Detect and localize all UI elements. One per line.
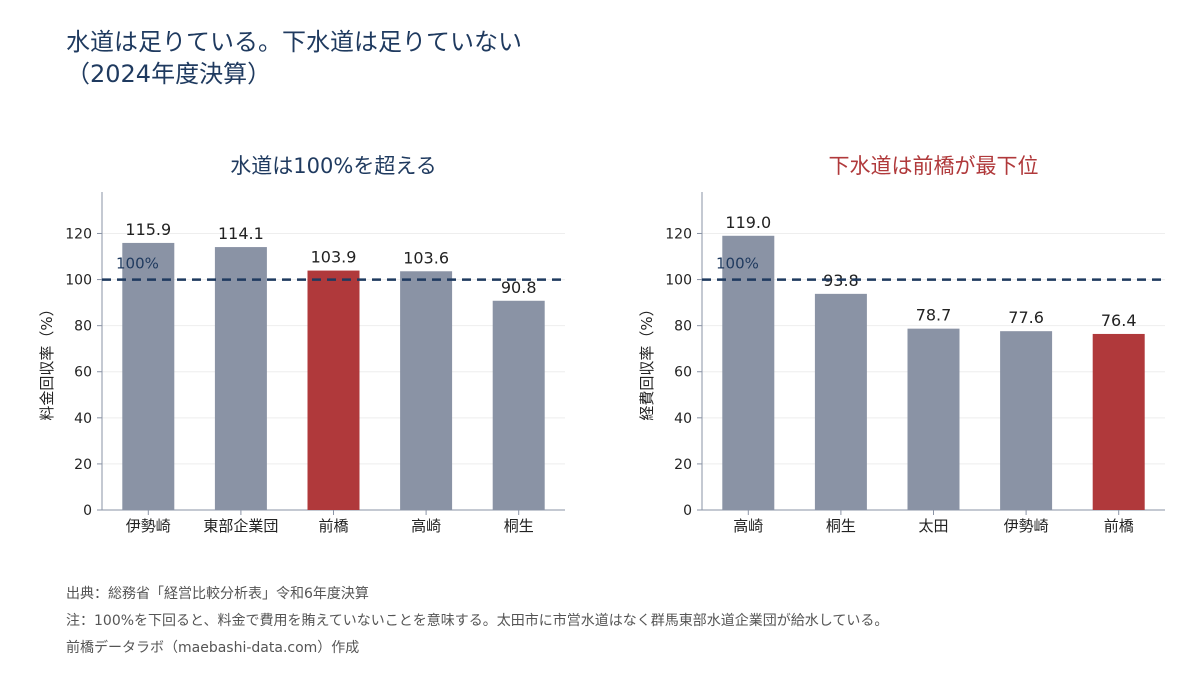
y-tick-label: 60 (674, 365, 692, 381)
explanatory-note: 注：100%を下回ると、料金で費用を賄えていないことを意味する。太田市に市営水道… (66, 613, 889, 629)
y-tick-label: 100 (665, 273, 692, 289)
y-tick-label: 100 (65, 273, 92, 289)
bar-太田 (907, 328, 960, 510)
bar-桐生 (492, 300, 545, 510)
data-label: 103.6 (403, 248, 449, 267)
x-tick-label: 東部企業団 (203, 517, 278, 535)
charts-area: 水道は100%を超える 0 20 40 60 80 100 120 料金回収率（%） 115.9 伊… (38, 154, 1165, 535)
x-tick-label: 前橋 (1104, 517, 1134, 535)
x-tick-label: 桐生 (504, 517, 534, 535)
reference-line-label: 100% (716, 255, 759, 273)
data-label: 76.4 (1101, 311, 1137, 330)
data-label: 77.6 (1008, 308, 1044, 327)
data-label: 119.0 (725, 213, 771, 232)
data-label: 78.7 (916, 306, 952, 325)
x-tick-label: 高崎 (733, 517, 763, 535)
y-tick-label: 0 (683, 503, 692, 519)
data-label: 90.8 (501, 278, 537, 297)
bar-高崎 (722, 235, 775, 511)
bar-桐生 (814, 293, 867, 510)
y-tick-label: 20 (74, 457, 92, 473)
panel-title-2: 下水道は前橋が最下位 (829, 154, 1039, 178)
panel-title-1: 水道は100%を超える (230, 154, 436, 178)
x-tick-label: 前橋 (318, 517, 348, 535)
credit-note: 前橋データラボ（maebashi-data.com）作成 (66, 640, 360, 656)
y-axis-label: 経費回収率（%） (638, 301, 656, 420)
bar-前橋 (307, 270, 360, 510)
data-label: 115.9 (125, 220, 171, 239)
y-tick-label: 0 (83, 503, 92, 519)
bar-東部企業団 (214, 247, 267, 510)
y-axis-label: 料金回収率（%） (38, 301, 56, 420)
bar-伊勢崎 (1000, 331, 1053, 510)
x-tick-label: 伊勢崎 (126, 517, 171, 535)
y-tick-label: 40 (74, 411, 92, 427)
y-tick-label: 60 (74, 365, 92, 381)
bar-前橋 (1092, 333, 1145, 510)
source-note: 出典：総務省「経営比較分析表」令和6年度決算 (66, 586, 369, 602)
y-tick-label: 80 (674, 319, 692, 335)
page-title: 水道は足りている。下水道は足りていない （2024年度決算） (66, 28, 522, 88)
y-tick-label: 40 (674, 411, 692, 427)
y-tick-label: 120 (65, 226, 92, 242)
data-label: 103.9 (311, 248, 357, 267)
x-tick-label: 伊勢崎 (1004, 517, 1049, 535)
x-tick-label: 高崎 (411, 517, 441, 535)
bar-伊勢崎 (122, 242, 175, 510)
y-tick-label: 80 (74, 319, 92, 335)
data-label: 114.1 (218, 224, 264, 243)
x-tick-label: 太田 (918, 517, 948, 535)
x-tick-label: 桐生 (826, 517, 856, 535)
reference-line-label: 100% (116, 255, 159, 273)
y-tick-label: 20 (674, 457, 692, 473)
y-tick-label: 120 (665, 226, 692, 242)
bar-高崎 (400, 271, 453, 510)
